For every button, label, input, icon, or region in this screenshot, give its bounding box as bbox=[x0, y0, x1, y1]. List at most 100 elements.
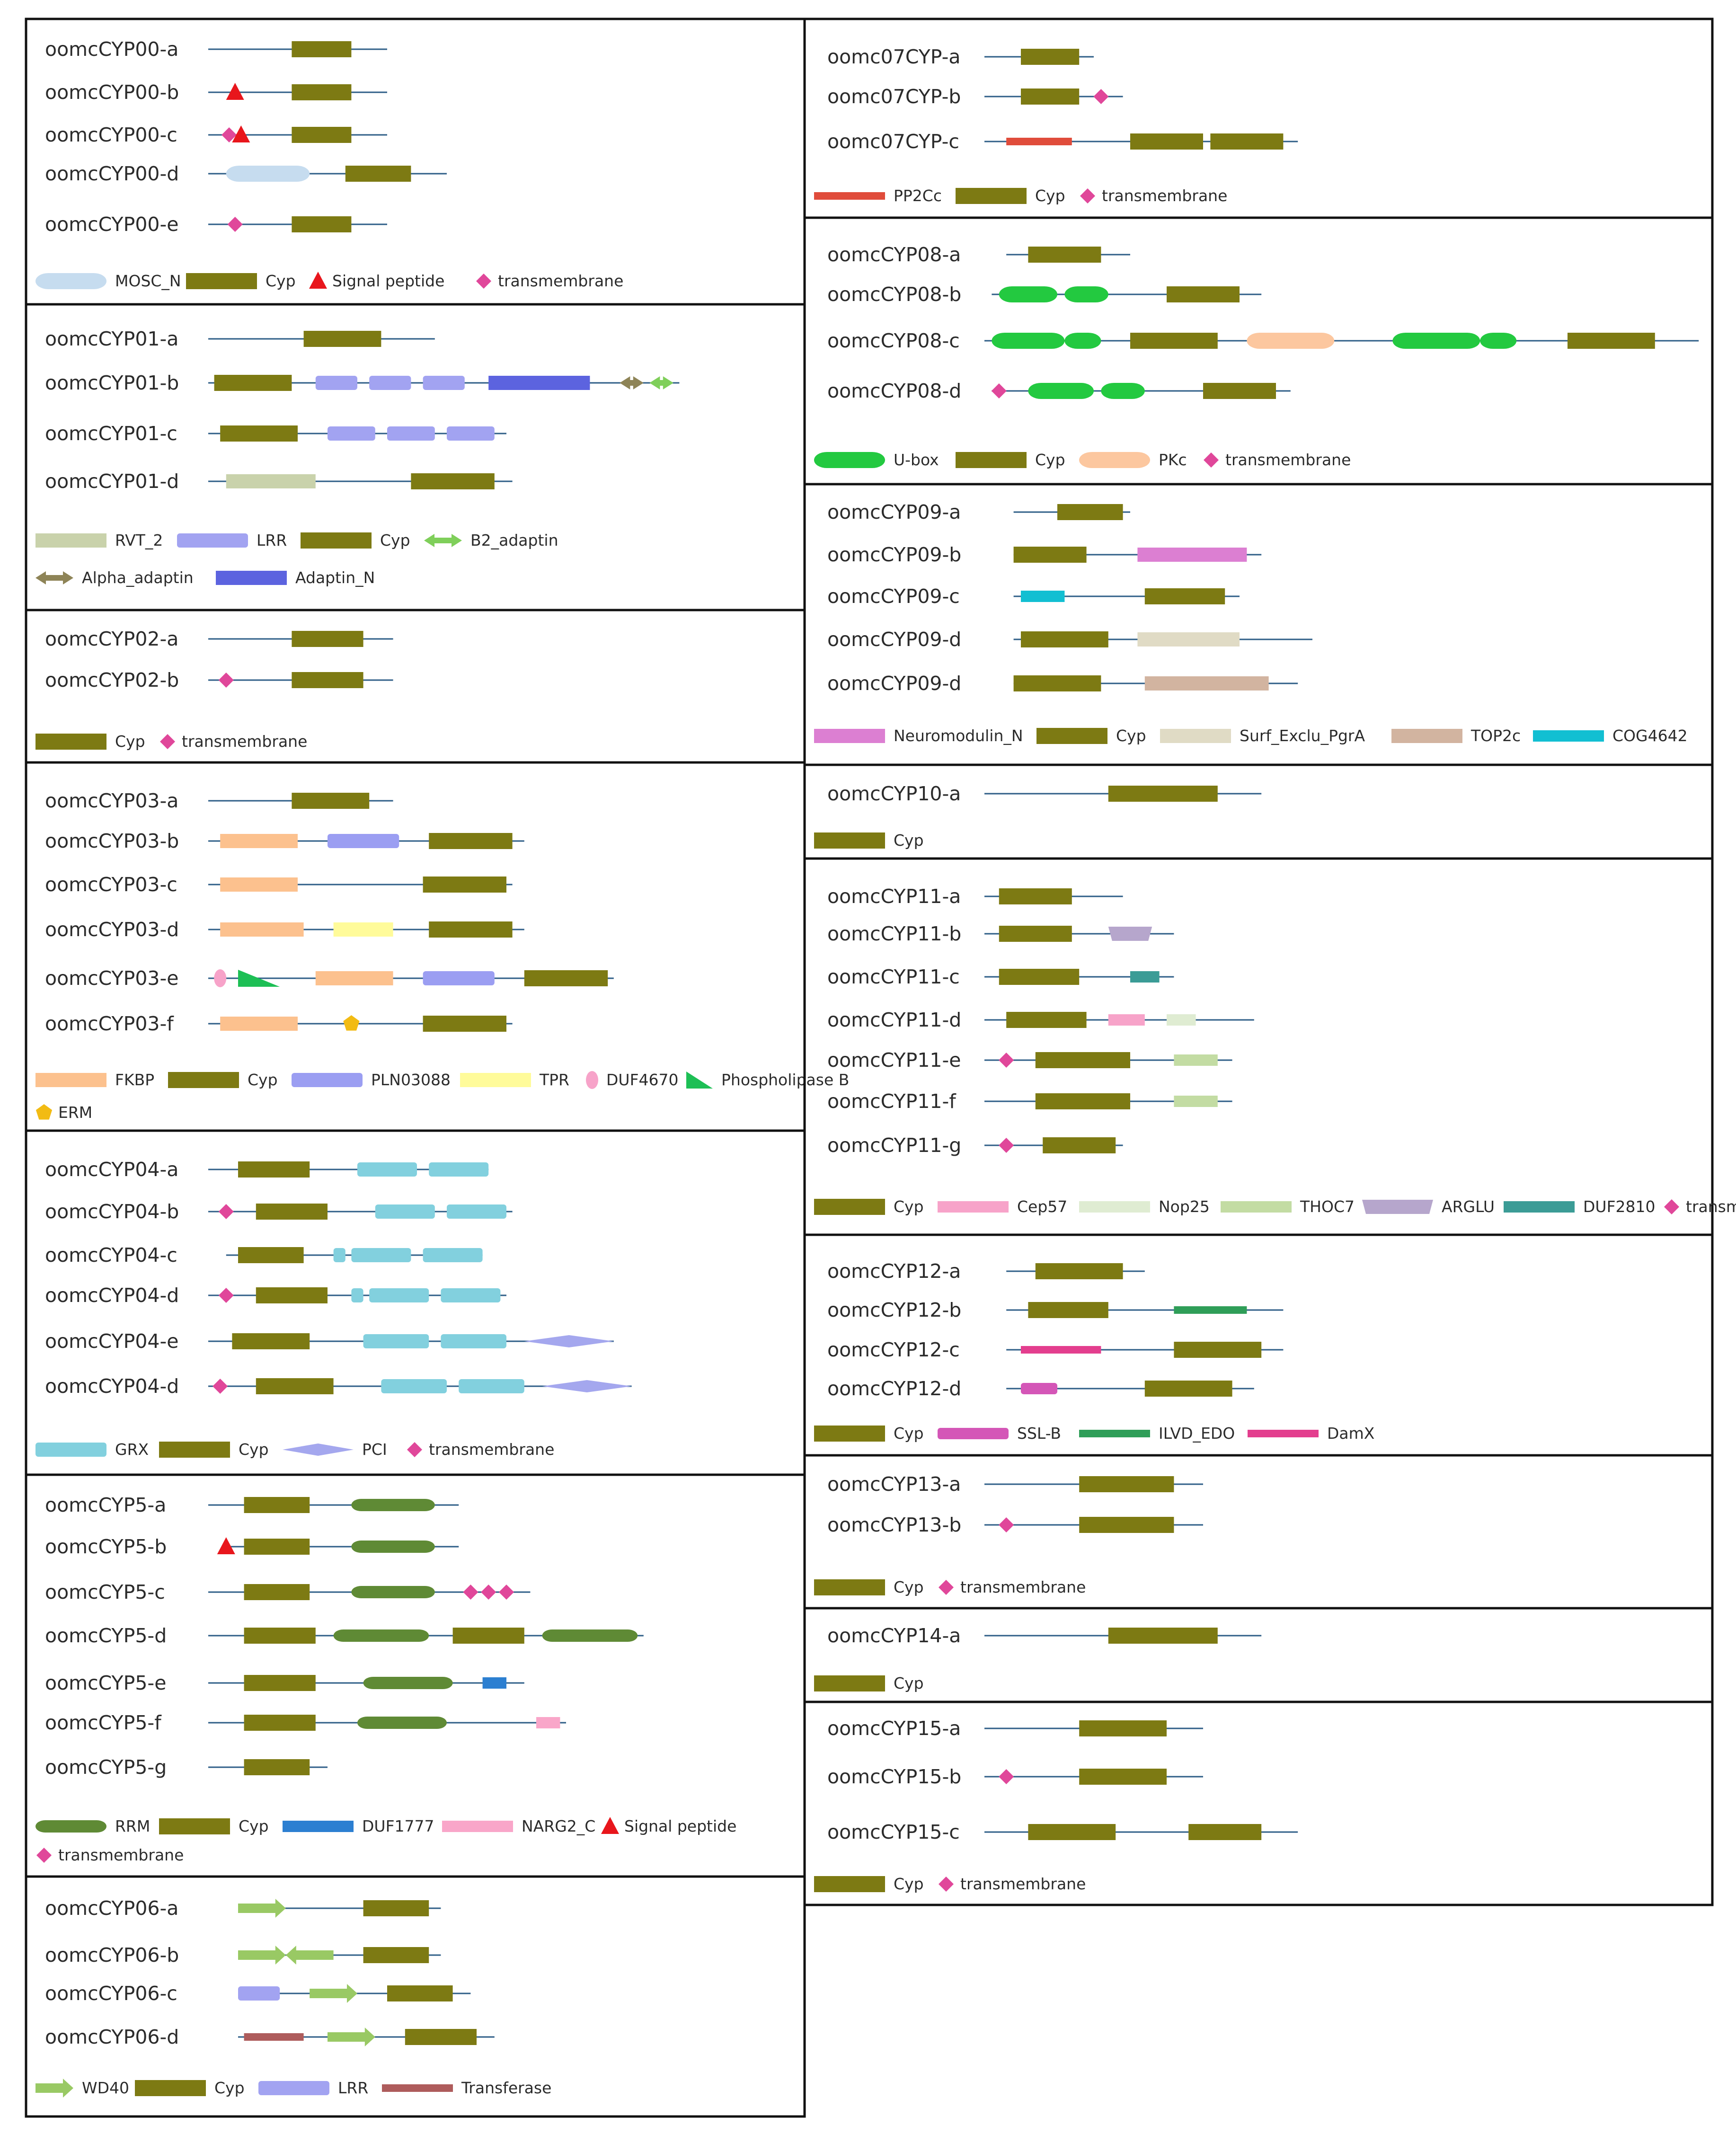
gene-label: oomcCYP00-e bbox=[45, 213, 179, 236]
lrr-domain bbox=[328, 426, 375, 441]
gene-label: oomcCYP11-d bbox=[827, 1009, 961, 1031]
cyp-domain bbox=[292, 631, 363, 647]
panel-border bbox=[803, 1607, 1714, 1703]
cyp-domain bbox=[1079, 1769, 1167, 1785]
cyp-domain bbox=[1108, 1628, 1218, 1644]
legend-item-erm: ERM bbox=[35, 1103, 92, 1122]
cyp-domain bbox=[256, 1287, 328, 1303]
gene-label: oomcCYP11-g bbox=[827, 1134, 961, 1157]
cep57-domain bbox=[938, 1201, 1009, 1213]
gene-row: oomcCYP04-b bbox=[45, 1200, 513, 1223]
legend-label: transmembrane bbox=[960, 1578, 1086, 1596]
panel-p07: oomc07CYP-a oomc07CYP-b oomc07CYP-c PP2Cc Cy… bbox=[803, 18, 1714, 219]
gene-row: oomcCYP03-d bbox=[45, 918, 524, 941]
legend-item-cyp: Cyp bbox=[956, 186, 1065, 205]
gene-row: oomcCYP09-d bbox=[827, 628, 1312, 651]
gene-row: oomcCYP11-c bbox=[827, 965, 1174, 988]
transmembrane-marker bbox=[160, 734, 175, 749]
legend-label: GRX bbox=[115, 1440, 149, 1459]
gene-label: oomcCYP11-f bbox=[827, 1090, 957, 1113]
gene-label: oomcCYP04-d bbox=[45, 1284, 179, 1307]
gene-label: oomcCYP11-a bbox=[827, 885, 961, 908]
legend-label: RVT_2 bbox=[115, 531, 163, 549]
gene-label: oomcCYP09-a bbox=[827, 501, 961, 523]
cyp-domain bbox=[956, 452, 1027, 468]
panel-p10: oomcCYP10-a Cyp bbox=[803, 763, 1714, 860]
transmembrane-marker bbox=[939, 1877, 954, 1892]
legend-label: DUF2810 bbox=[1583, 1197, 1656, 1216]
transmembrane-marker bbox=[999, 1769, 1014, 1784]
transmembrane-marker bbox=[1204, 452, 1219, 468]
legend-label: Transferase bbox=[461, 2079, 551, 2097]
cyp-domain bbox=[814, 1199, 885, 1215]
cyp-domain bbox=[363, 1900, 429, 1916]
gene-label: oomcCYP09-b bbox=[827, 543, 961, 566]
alpha-adaptin-domain bbox=[35, 571, 73, 584]
transmembrane-marker bbox=[999, 1053, 1014, 1068]
legend-item-rvt-2: RVT_2 bbox=[35, 531, 163, 549]
legend-label: PLN03088 bbox=[371, 1071, 451, 1089]
gene-label: oomcCYP00-c bbox=[45, 124, 177, 146]
legend-label: Nop25 bbox=[1159, 1197, 1210, 1216]
legend-label: Cyp bbox=[380, 531, 410, 549]
grx-domain bbox=[423, 1248, 483, 1262]
wd40-domain bbox=[238, 1946, 286, 1965]
panel-p08: oomcCYP08-a oomcCYP08-b oomcCYP08-c oomcCYP… bbox=[803, 216, 1714, 486]
legend-label: DamX bbox=[1327, 1424, 1374, 1443]
gene-row: oomcCYP03-e bbox=[45, 967, 614, 990]
legend-label: SSL-B bbox=[1017, 1424, 1061, 1443]
cyp-domain bbox=[1021, 89, 1080, 105]
panel-p01: oomcCYP01-a oomcCYP01-b oomcCYP01-c oomcCYP… bbox=[25, 303, 806, 611]
transmembrane-marker bbox=[407, 1442, 422, 1457]
gene-row: oomcCYP00-d bbox=[45, 162, 447, 185]
grx-domain bbox=[35, 1443, 106, 1457]
narg2-c-domain bbox=[442, 1821, 513, 1832]
mosc-n-domain bbox=[226, 166, 310, 182]
legend-label: B2_adaptin bbox=[470, 531, 558, 549]
ssl-b-domain bbox=[938, 1428, 1009, 1439]
legend-label: NARG2_C bbox=[522, 1817, 595, 1835]
cyp-domain bbox=[411, 473, 495, 489]
legend-item-cep57: Cep57 bbox=[938, 1197, 1067, 1216]
gene-row: oomcCYP08-b bbox=[827, 283, 1262, 306]
duf4670-domain bbox=[586, 1071, 598, 1089]
legend-label: Cyp bbox=[239, 1817, 269, 1835]
signal-peptide-marker bbox=[309, 272, 327, 289]
gene-label: oomcCYP09-d bbox=[827, 628, 961, 651]
cyp-domain bbox=[1079, 1720, 1167, 1736]
panel-border bbox=[25, 1875, 806, 2118]
gene-row: oomcCYP09-a bbox=[827, 501, 1130, 523]
cyp-domain bbox=[999, 888, 1072, 904]
cyp-domain bbox=[159, 1442, 230, 1458]
legend-item-cyp: Cyp bbox=[814, 1578, 924, 1596]
cyp-domain bbox=[1013, 675, 1101, 691]
lrr-domain bbox=[177, 533, 248, 548]
cyp-domain bbox=[168, 1072, 239, 1088]
transferase-domain bbox=[244, 2033, 304, 2041]
legend-item-transferase: Transferase bbox=[382, 2079, 551, 2097]
transmembrane-marker bbox=[218, 673, 234, 688]
legend-item-cyp: Cyp bbox=[159, 1817, 269, 1835]
cyp-domain bbox=[35, 734, 106, 750]
legend-label: MOSC_N bbox=[115, 272, 181, 290]
gene-row: oomcCYP02-b bbox=[45, 669, 393, 691]
legend-item-ilvd-edo: ILVD_EDO bbox=[1079, 1424, 1235, 1443]
panel-p13: oomcCYP13-a oomcCYP13-b Cyp transmembrane bbox=[803, 1454, 1714, 1610]
panel-p02: oomcCYP02-a oomcCYP02-b Cyp transmembrane bbox=[25, 609, 806, 764]
gene-label: oomcCYP08-a bbox=[827, 243, 961, 266]
grx-domain bbox=[459, 1379, 524, 1393]
gene-label: oomcCYP09-d bbox=[827, 672, 961, 695]
fkbp-domain bbox=[220, 1017, 298, 1031]
legend-label: Cyp bbox=[1035, 451, 1065, 469]
gene-label: oomcCYP15-b bbox=[827, 1765, 961, 1788]
legend-label: ARGLU bbox=[1442, 1197, 1495, 1216]
gene-row: oomcCYP5-c bbox=[45, 1581, 531, 1603]
gene-row: oomcCYP12-a bbox=[827, 1260, 1145, 1283]
panel-border bbox=[803, 1700, 1714, 1906]
cyp-domain bbox=[292, 127, 352, 143]
grx-domain bbox=[429, 1162, 489, 1177]
legend-item-phospholipase-b: Phospholipase B bbox=[686, 1071, 849, 1089]
legend-label: transmembrane bbox=[429, 1440, 554, 1459]
erm-domain bbox=[35, 1104, 53, 1120]
gene-row: oomcCYP01-d bbox=[45, 470, 513, 493]
